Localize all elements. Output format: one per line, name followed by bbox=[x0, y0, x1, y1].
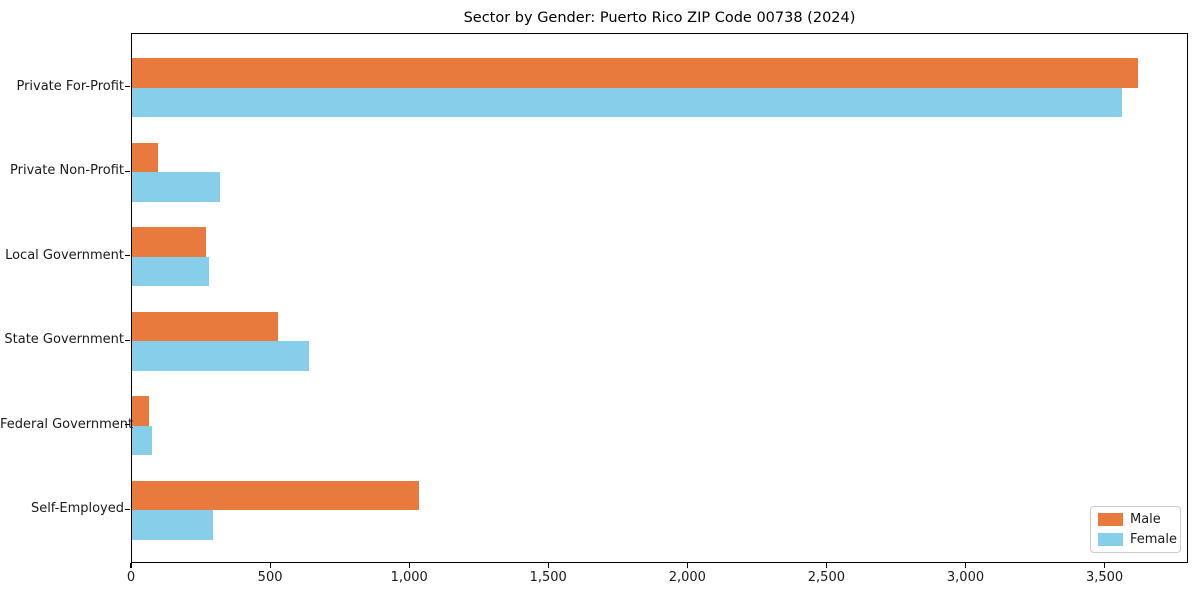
y-tick-mark bbox=[125, 255, 130, 257]
legend-label: Female bbox=[1130, 531, 1178, 547]
y-tick-mark bbox=[125, 339, 130, 341]
bar-male-self-employed bbox=[132, 480, 419, 511]
x-tick-label-3500: 3,500 bbox=[1085, 570, 1124, 585]
bar-male-private-non-profit bbox=[132, 142, 159, 173]
x-tick-mark bbox=[964, 563, 967, 568]
x-tick-label-0: 0 bbox=[126, 570, 136, 585]
x-tick-mark bbox=[269, 563, 271, 568]
y-tick-mark bbox=[125, 508, 130, 510]
x-tick-mark bbox=[547, 563, 549, 568]
x-tick-label-2000: 2,000 bbox=[668, 570, 706, 585]
legend-swatch-female bbox=[1098, 532, 1123, 546]
bar-female-federal-government bbox=[132, 425, 152, 456]
y-tick-mark bbox=[125, 424, 130, 426]
legend-item-female: Female bbox=[1098, 532, 1177, 547]
bar-female-state-government bbox=[132, 341, 309, 371]
x-tick-mark bbox=[1104, 563, 1106, 568]
bar-male-federal-government bbox=[132, 396, 149, 426]
y-tick-label-private-for-profit: Private For-Profit bbox=[16, 78, 124, 94]
bar-female-self-employed bbox=[132, 510, 213, 540]
chart-title: Sector by Gender: Puerto Rico ZIP Code 0… bbox=[463, 10, 856, 26]
y-tick-label-private-non-profit: Private Non-Profit bbox=[10, 163, 124, 179]
bar-male-state-government bbox=[132, 311, 278, 342]
bar-male-private-for-profit bbox=[132, 58, 1138, 88]
y-tick-mark bbox=[125, 170, 130, 172]
legend: Male Female bbox=[1090, 506, 1181, 553]
plot-area bbox=[131, 33, 1188, 563]
legend-swatch-male bbox=[1098, 513, 1123, 527]
x-tick-label-3000: 3,000 bbox=[946, 570, 985, 585]
y-tick-label-state-government: State Government bbox=[4, 332, 124, 348]
y-tick-label-federal-government: Federal Government bbox=[0, 416, 134, 432]
y-tick-label-self-employed: Self-Employed bbox=[30, 501, 124, 517]
bar-female-private-non-profit bbox=[132, 172, 220, 202]
x-tick-mark bbox=[825, 563, 827, 568]
x-tick-label-2500: 2,500 bbox=[807, 570, 845, 585]
x-tick-label-500: 500 bbox=[257, 570, 283, 585]
x-tick-mark bbox=[408, 563, 410, 568]
y-tick-mark bbox=[125, 86, 130, 88]
x-tick-mark bbox=[686, 563, 688, 568]
y-tick-label-local-government: Local Government bbox=[5, 247, 124, 263]
bar-male-local-government bbox=[132, 227, 206, 257]
x-tick-label-1000: 1,000 bbox=[390, 570, 428, 585]
legend-label: Male bbox=[1130, 512, 1161, 528]
bar-female-local-government bbox=[132, 256, 209, 287]
x-tick-label-1500: 1,500 bbox=[529, 570, 567, 585]
bar-female-private-for-profit bbox=[132, 87, 1123, 118]
legend-item-male: Male bbox=[1098, 512, 1173, 527]
x-tick-mark bbox=[130, 563, 132, 568]
